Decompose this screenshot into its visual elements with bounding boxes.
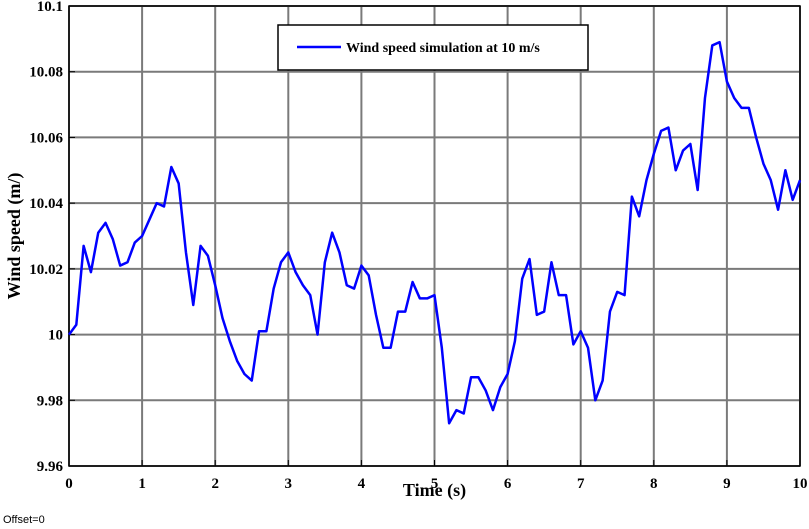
x-tick-label: 0 bbox=[65, 476, 73, 492]
x-tick-label: 10 bbox=[793, 476, 808, 492]
x-tick-label: 4 bbox=[358, 476, 366, 492]
x-axis-label: Time (s) bbox=[403, 480, 466, 501]
axis-ticks: 0 1 2 3 4 5 6 7 8 9 10 9.96 9.98 10 10.02 10.04 10.06 10.… bbox=[29, 0, 807, 492]
x-tick-label: 2 bbox=[211, 476, 219, 492]
offset-label: Offset=0 bbox=[3, 514, 45, 526]
y-tick-label: 9.98 bbox=[37, 393, 63, 409]
y-tick-label: 9.96 bbox=[37, 459, 64, 475]
legend: Wind speed simulation at 10 m/s bbox=[277, 24, 589, 71]
y-axis-label: Wind speed (m/) bbox=[4, 173, 25, 300]
legend-label: Wind speed simulation at 10 m/s bbox=[346, 41, 540, 56]
y-tick-label: 10.08 bbox=[29, 65, 63, 81]
y-tick-label: 10.04 bbox=[29, 196, 63, 212]
y-tick-label: 10.1 bbox=[37, 0, 63, 15]
x-tick-label: 7 bbox=[577, 476, 585, 492]
series-layer bbox=[67, 40, 802, 425]
x-tick-label: 3 bbox=[285, 476, 293, 492]
y-tick-label: 10 bbox=[48, 328, 63, 344]
x-tick-label: 1 bbox=[138, 476, 146, 492]
y-tick-label: 10.02 bbox=[29, 262, 63, 278]
series-line-wind-speed bbox=[67, 40, 802, 425]
x-tick-label: 6 bbox=[504, 476, 512, 492]
x-tick-label: 5 bbox=[431, 476, 439, 492]
grid-lines bbox=[68, 5, 801, 467]
x-tick-label: 8 bbox=[650, 476, 658, 492]
x-tick-label: 9 bbox=[723, 476, 731, 492]
y-tick-label: 10.06 bbox=[29, 130, 63, 146]
